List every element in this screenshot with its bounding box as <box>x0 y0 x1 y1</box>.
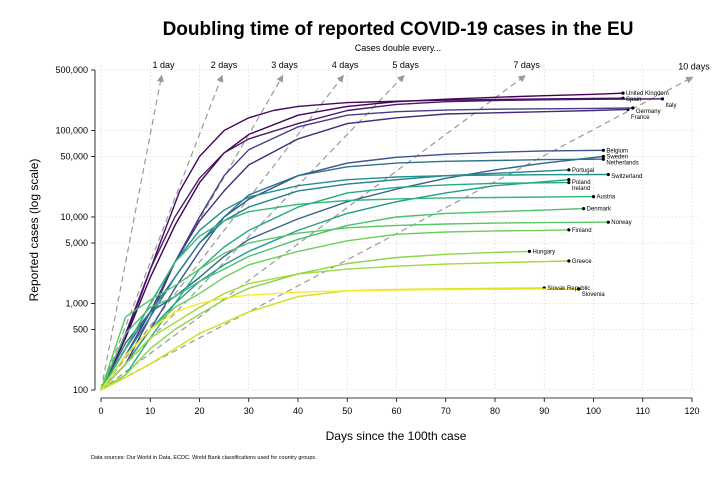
series-end-point <box>606 220 610 224</box>
country-label: Slovenia <box>582 292 606 298</box>
doubling-guide-label: 3 days <box>271 60 298 70</box>
country-label: Portugal <box>572 168 594 174</box>
series-end-point <box>606 172 610 177</box>
x-tick-label: 80 <box>490 406 500 416</box>
y-tick-label: 1,000 <box>65 298 88 308</box>
x-tick-label: 0 <box>98 406 103 416</box>
doubling-guide-label: 4 days <box>332 60 359 70</box>
series-end-point <box>601 148 605 152</box>
x-tick-label: 70 <box>441 406 451 416</box>
series-end-point <box>567 168 571 172</box>
doubling-guide-line <box>100 74 224 391</box>
country-label: Finland <box>572 228 592 234</box>
y-tick-label: 500 <box>73 325 88 335</box>
doubling-guide-label: 1 day <box>153 60 176 70</box>
series-end-point <box>591 195 596 199</box>
axes: 0 10 20 30 40 50 60 70 80 90 100 110 120 100 500 1,000 5… <box>55 65 699 416</box>
doubling-guide-label: 7 days <box>513 60 540 70</box>
series-end-point <box>567 228 571 232</box>
doubling-guide-label: 5 days <box>392 60 419 70</box>
series-line <box>100 98 664 391</box>
series-end-point <box>567 180 571 185</box>
series-end-point <box>660 97 665 101</box>
country-label: Slovak Republic <box>547 286 590 292</box>
source-note: Data sources: Our World in Data, ECDC. W… <box>91 455 317 461</box>
country-label: Belgium <box>606 148 628 154</box>
series-layer <box>100 91 665 391</box>
series-line <box>100 155 604 391</box>
doubling-guide-line <box>100 74 344 391</box>
country-label: Netherlands <box>606 161 638 167</box>
series-end-point <box>601 154 605 159</box>
chart-subtitle: Cases double every... <box>355 43 441 53</box>
y-tick-label: 50,000 <box>60 152 88 162</box>
country-label: Spain <box>626 97 641 103</box>
x-axis-label: Days since the 100th case <box>326 429 467 443</box>
country-label: Austria <box>597 195 616 201</box>
series-end-point <box>577 287 581 291</box>
series-end-point <box>582 206 586 211</box>
chart-title: Doubling time of reported COVID-19 cases… <box>163 19 634 40</box>
country-label: Italy <box>665 103 676 109</box>
x-tick-label: 120 <box>684 406 699 416</box>
x-tick-label: 50 <box>342 406 352 416</box>
y-tick-label: 100 <box>73 385 88 395</box>
x-tick-label: 60 <box>391 406 401 416</box>
y-tick-label: 500,000 <box>55 65 88 75</box>
country-label: Switzerland <box>611 174 642 180</box>
series-line <box>100 288 580 391</box>
series-end-point <box>527 249 532 254</box>
y-axis-label: Reported cases (log scale) <box>27 159 41 302</box>
x-tick-label: 30 <box>244 406 254 416</box>
series-line <box>100 169 570 391</box>
series-line <box>100 229 570 391</box>
doubling-guide-label: 2 days <box>211 60 238 70</box>
country-label: Norway <box>611 220 631 226</box>
country-label: Denmark <box>587 207 612 213</box>
series-end-point <box>621 91 625 95</box>
series-line <box>100 207 585 391</box>
country-label: Ireland <box>572 186 590 192</box>
series-line <box>100 92 624 391</box>
country-label: Germany <box>636 109 661 115</box>
series-line <box>100 221 609 391</box>
x-tick-label: 40 <box>293 406 303 416</box>
series-line <box>100 260 570 391</box>
series-line <box>100 287 545 391</box>
series-line <box>100 250 531 391</box>
series-end-point <box>567 178 571 182</box>
series-line <box>100 195 595 391</box>
series-end-point <box>601 157 605 161</box>
doubling-guide-label: 10 days <box>678 61 710 71</box>
y-tick-label: 5,000 <box>65 238 88 248</box>
series-end-point <box>567 259 571 263</box>
country-label: France <box>631 115 650 121</box>
y-tick-label: 100,000 <box>55 125 88 135</box>
y-tick-label: 10,000 <box>60 212 88 222</box>
x-tick-label: 90 <box>539 406 549 416</box>
x-tick-label: 10 <box>145 406 155 416</box>
series-line <box>100 173 609 391</box>
series-line <box>100 107 634 391</box>
country-label: Sweden <box>606 155 628 161</box>
country-label: Greece <box>572 259 592 265</box>
series-end-point <box>631 106 635 110</box>
country-label: Poland <box>572 180 591 186</box>
grid-layer <box>100 65 697 391</box>
x-tick-label: 20 <box>194 406 204 416</box>
x-tick-label: 110 <box>636 406 650 416</box>
x-tick-label: 100 <box>586 406 601 416</box>
doubling-guide-line <box>100 75 526 391</box>
country-label: United Kingdom <box>626 91 669 97</box>
country-label: Hungary <box>532 249 555 255</box>
doubling-guide-line <box>100 74 164 391</box>
series-line <box>100 149 604 391</box>
